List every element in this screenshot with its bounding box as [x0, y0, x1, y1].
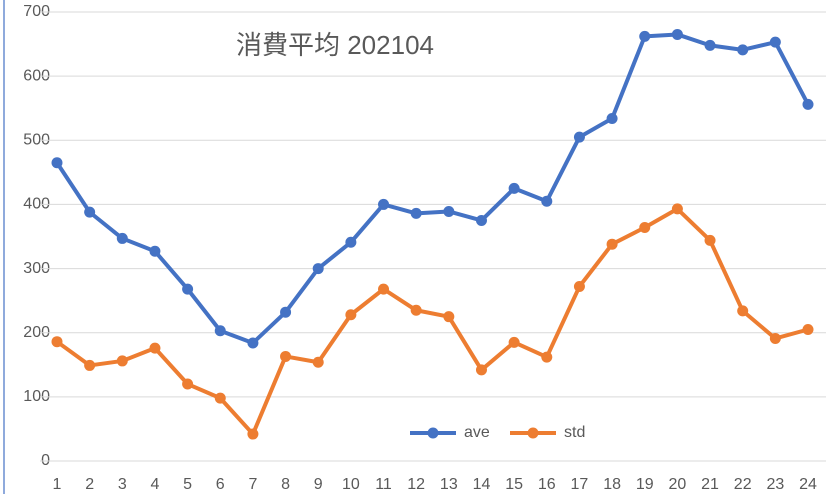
- x-tick-label: 15: [505, 476, 523, 493]
- data-point: [345, 236, 357, 248]
- x-tick-label: 17: [571, 476, 589, 493]
- x-tick-label: 4: [151, 476, 160, 493]
- x-tick-label: 11: [375, 476, 392, 493]
- data-point: [182, 378, 194, 390]
- x-tick-label: 16: [538, 476, 556, 493]
- data-point: [182, 283, 194, 295]
- legend-marker: [527, 427, 539, 439]
- data-point: [737, 44, 749, 56]
- legend-label: std: [564, 424, 585, 441]
- legend-marker: [427, 427, 439, 439]
- data-point: [508, 182, 520, 194]
- data-point: [149, 245, 161, 257]
- data-point: [475, 364, 487, 376]
- x-tick-label: 24: [799, 476, 817, 493]
- data-point: [214, 392, 226, 404]
- data-point: [541, 195, 553, 207]
- x-tick-label: 10: [342, 476, 360, 493]
- x-tick-label: 14: [473, 476, 491, 493]
- data-point: [737, 305, 749, 317]
- data-point: [639, 30, 651, 42]
- data-point: [573, 281, 585, 293]
- y-tick-label: 600: [23, 67, 50, 84]
- data-point: [247, 337, 259, 349]
- legend-label: ave: [464, 424, 490, 441]
- data-point: [671, 28, 683, 40]
- data-point: [247, 428, 259, 440]
- y-tick-label: 700: [23, 3, 50, 20]
- data-point: [312, 356, 324, 368]
- data-point: [149, 342, 161, 354]
- data-point: [606, 238, 618, 250]
- data-point: [704, 39, 716, 51]
- x-tick-label: 13: [440, 476, 458, 493]
- x-tick-label: 21: [701, 476, 719, 493]
- y-tick-label: 200: [23, 324, 50, 341]
- data-point: [802, 324, 814, 336]
- data-point: [475, 214, 487, 226]
- x-tick-label: 18: [603, 476, 621, 493]
- data-point: [378, 198, 390, 210]
- data-point: [443, 311, 455, 323]
- series-line: [55, 32, 810, 345]
- data-point: [116, 232, 128, 244]
- data-point: [280, 306, 292, 318]
- x-tick-label: 1: [53, 476, 62, 493]
- data-point: [378, 283, 390, 295]
- series-line: [55, 206, 809, 437]
- data-point: [443, 205, 455, 217]
- data-point: [769, 332, 781, 344]
- data-point: [84, 206, 96, 218]
- x-tick-label: 12: [407, 476, 425, 493]
- x-tick-label: 22: [734, 476, 752, 493]
- data-point: [410, 304, 422, 316]
- data-point: [312, 263, 324, 275]
- data-point: [410, 207, 422, 219]
- data-point: [671, 203, 683, 215]
- y-tick-label: 300: [23, 260, 50, 277]
- data-point: [704, 234, 716, 246]
- y-tick-label: 400: [23, 196, 50, 213]
- data-point: [769, 36, 781, 48]
- data-point: [51, 336, 63, 348]
- data-point: [606, 112, 618, 124]
- data-point: [573, 131, 585, 143]
- data-point: [802, 98, 814, 110]
- data-point: [639, 222, 651, 234]
- data-point: [541, 351, 553, 363]
- x-tick-label: 20: [668, 476, 686, 493]
- x-tick-label: 23: [766, 476, 784, 493]
- chart-title: 消費平均 202104: [236, 30, 434, 60]
- data-point: [116, 355, 128, 367]
- y-tick-label: 100: [23, 388, 50, 405]
- data-point: [345, 309, 357, 321]
- data-point: [214, 325, 226, 337]
- y-tick-label: 500: [23, 132, 50, 149]
- x-tick-label: 19: [636, 476, 654, 493]
- data-point: [84, 359, 96, 371]
- x-tick-label: 6: [216, 476, 225, 493]
- x-tick-label: 8: [281, 476, 290, 493]
- x-tick-label: 3: [118, 476, 127, 493]
- data-point: [51, 157, 63, 169]
- x-tick-label: 5: [183, 476, 192, 493]
- x-tick-label: 9: [314, 476, 323, 493]
- x-tick-label: 7: [248, 476, 257, 493]
- x-tick-label: 2: [85, 476, 94, 493]
- data-point: [508, 336, 520, 348]
- data-point: [280, 350, 292, 362]
